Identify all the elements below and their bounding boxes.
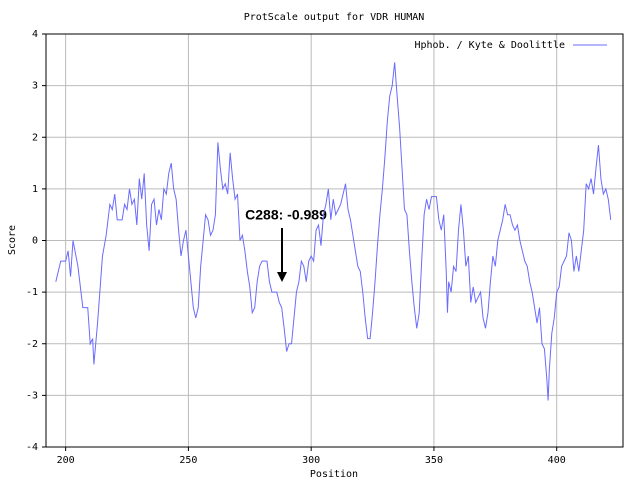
chart-title: ProtScale output for VDR HUMAN	[244, 12, 425, 23]
y-tick-label: -1	[26, 287, 38, 298]
y-tick-label: 1	[32, 184, 38, 195]
legend-label: Hphob. / Kyte & Doolittle	[414, 40, 565, 51]
x-axis-label: Position	[310, 469, 358, 480]
y-tick-label: 3	[32, 81, 38, 92]
x-tick-label: 400	[548, 455, 566, 466]
y-tick-label: 4	[32, 29, 38, 40]
annotation-arrowhead	[277, 272, 287, 282]
x-tick-label: 350	[425, 455, 443, 466]
data-line	[55, 62, 612, 401]
y-tick-label: 0	[32, 236, 38, 247]
y-tick-label: 2	[32, 132, 38, 143]
y-axis-label: Score	[7, 225, 18, 255]
x-tick-label: 250	[179, 455, 197, 466]
y-tick-label: -4	[26, 442, 38, 453]
y-tick-label: -3	[26, 390, 38, 401]
annotation: C288: -0.989	[245, 207, 327, 223]
x-tick-label: 300	[302, 455, 320, 466]
y-tick-label: -2	[26, 339, 38, 350]
x-tick-label: 200	[57, 455, 75, 466]
